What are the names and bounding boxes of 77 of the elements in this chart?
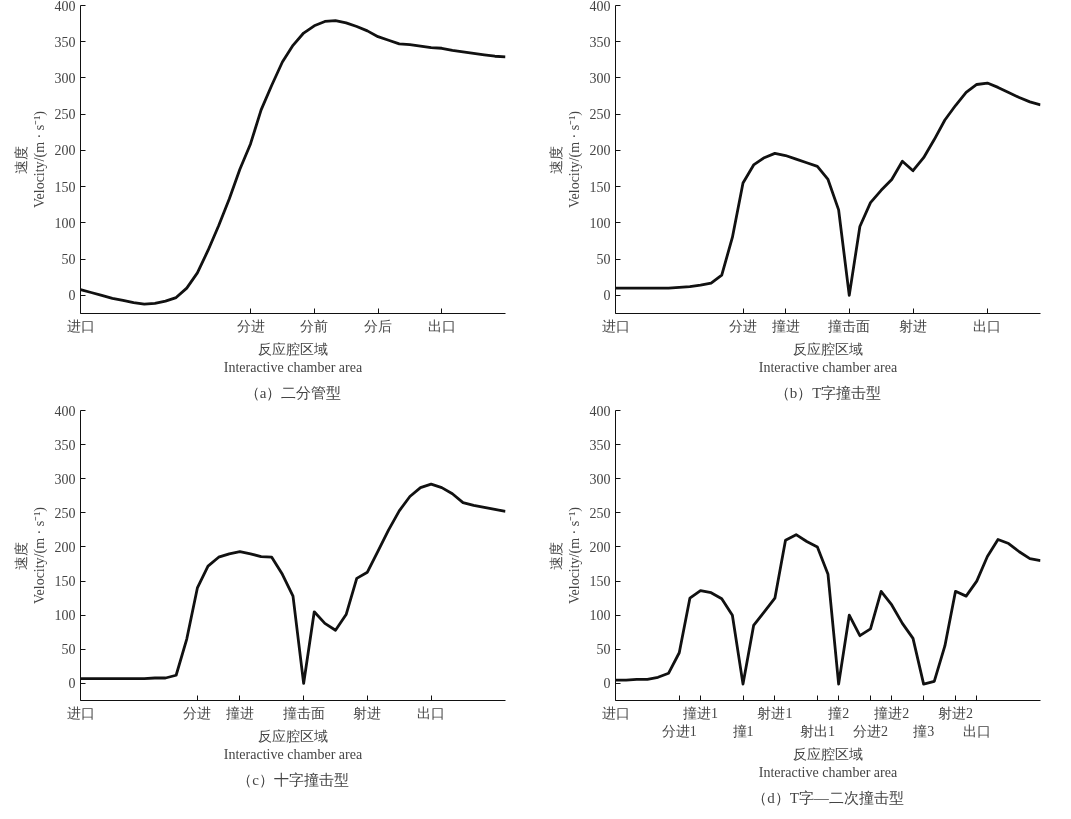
- y-tick-label: 100: [54, 608, 76, 624]
- y-axis-title: 速度 Velocity/(m · s⁻¹): [548, 110, 583, 209]
- y-tick-label: 300: [589, 70, 611, 86]
- y-tick-label: 200: [54, 539, 76, 555]
- x-axis-title: 反应腔区域 Interactive chamber area: [223, 728, 363, 762]
- x-tick-label: 撞进: [225, 705, 254, 721]
- y-tick-label: 250: [54, 107, 76, 123]
- y-tick-label: 100: [589, 215, 611, 231]
- y-tick-label: 200: [589, 143, 611, 159]
- y-tick-label: 100: [589, 608, 611, 624]
- x-tick-label: 撞进2: [874, 705, 910, 721]
- y-tick-label: 50: [61, 252, 76, 268]
- y-tick-label: 350: [54, 34, 76, 50]
- x-tick-label: 出口: [427, 318, 456, 334]
- x-tick-label: 进口: [601, 705, 630, 721]
- y-tick-label: 50: [596, 252, 611, 268]
- y-tick-label: 150: [54, 179, 76, 195]
- y-tick-label: 0: [603, 676, 611, 692]
- y-tick-label: 250: [589, 505, 611, 521]
- x-tick-label: 出口: [417, 705, 446, 721]
- x-tick-label: 撞击面: [828, 318, 871, 334]
- y-tick-label: 400: [54, 403, 76, 419]
- x-tick-label: 射进: [899, 318, 927, 334]
- y-tick-label: 400: [589, 403, 611, 419]
- y-tick-label: 400: [54, 0, 76, 14]
- y-axis-title: 速度 Velocity/(m · s⁻¹): [548, 506, 583, 605]
- y-axis-title: 速度 Velocity/(m · s⁻¹): [13, 506, 48, 605]
- x-axis-title: 反应腔区域 Interactive chamber area: [758, 746, 898, 780]
- x-tick-label: 撞进: [771, 318, 800, 334]
- y-tick-label: 250: [54, 505, 76, 521]
- y-tick-label: 0: [68, 676, 76, 692]
- y-tick-label: 300: [589, 471, 611, 487]
- x-tick-label: 射进: [353, 705, 382, 721]
- x-tick-label: 射进2: [938, 705, 973, 721]
- x-tick-label: 进口: [601, 318, 630, 334]
- x-axis-title: 反应腔区域 Interactive chamber area: [758, 341, 898, 375]
- x-tick-label: 撞3: [913, 723, 935, 739]
- x-tick-label: 分后: [364, 318, 392, 334]
- x-tick-label: 射进1: [757, 705, 793, 721]
- y-axis-title: 速度 Velocity/(m · s⁻¹): [13, 110, 48, 209]
- x-tick-label: 分进: [236, 318, 265, 334]
- x-tick-label: 出口: [962, 723, 991, 739]
- y-tick-label: 350: [589, 437, 611, 453]
- y-tick-label: 0: [68, 288, 76, 304]
- y-tick-label: 200: [589, 539, 611, 555]
- x-tick-label: 分进1: [661, 723, 697, 739]
- x-tick-label: 撞2: [828, 705, 850, 721]
- y-tick-label: 350: [589, 34, 611, 50]
- y-tick-label: 400: [589, 0, 611, 14]
- y-tick-label: 0: [603, 288, 611, 304]
- y-tick-label: 100: [54, 215, 76, 231]
- y-tick-label: 200: [54, 143, 76, 159]
- y-tick-label: 50: [596, 642, 611, 658]
- y-tick-label: 250: [589, 107, 611, 123]
- text: （d）T字—二次撞击型: [752, 789, 904, 806]
- x-tick-label: 分前: [300, 318, 329, 334]
- x-tick-label: 分进: [183, 705, 212, 721]
- x-tick-label: 分进: [729, 318, 757, 334]
- text: （a）二分管型: [244, 384, 342, 401]
- y-tick-label: 150: [589, 179, 611, 195]
- x-tick-label: 进口: [66, 705, 95, 721]
- x-tick-label: 出口: [973, 318, 1002, 334]
- x-tick-label: 撞1: [732, 723, 754, 739]
- x-tick-label: 射出1: [799, 723, 835, 739]
- text: （b）T字撞击型: [774, 384, 882, 401]
- x-tick-label: 分进2: [853, 723, 888, 739]
- y-tick-label: 150: [54, 574, 76, 590]
- y-tick-label: 350: [54, 437, 76, 453]
- y-tick-label: 150: [589, 574, 611, 590]
- y-tick-label: 50: [61, 642, 76, 658]
- text: （c）十字撞击型: [237, 771, 349, 788]
- y-tick-label: 300: [54, 471, 76, 487]
- x-axis-title: 反应腔区域 Interactive chamber area: [223, 341, 363, 375]
- x-tick-label: 进口: [66, 318, 95, 334]
- x-tick-label: 撞击面: [282, 705, 325, 721]
- x-tick-label: 撞进1: [683, 705, 718, 721]
- y-tick-label: 300: [54, 70, 76, 86]
